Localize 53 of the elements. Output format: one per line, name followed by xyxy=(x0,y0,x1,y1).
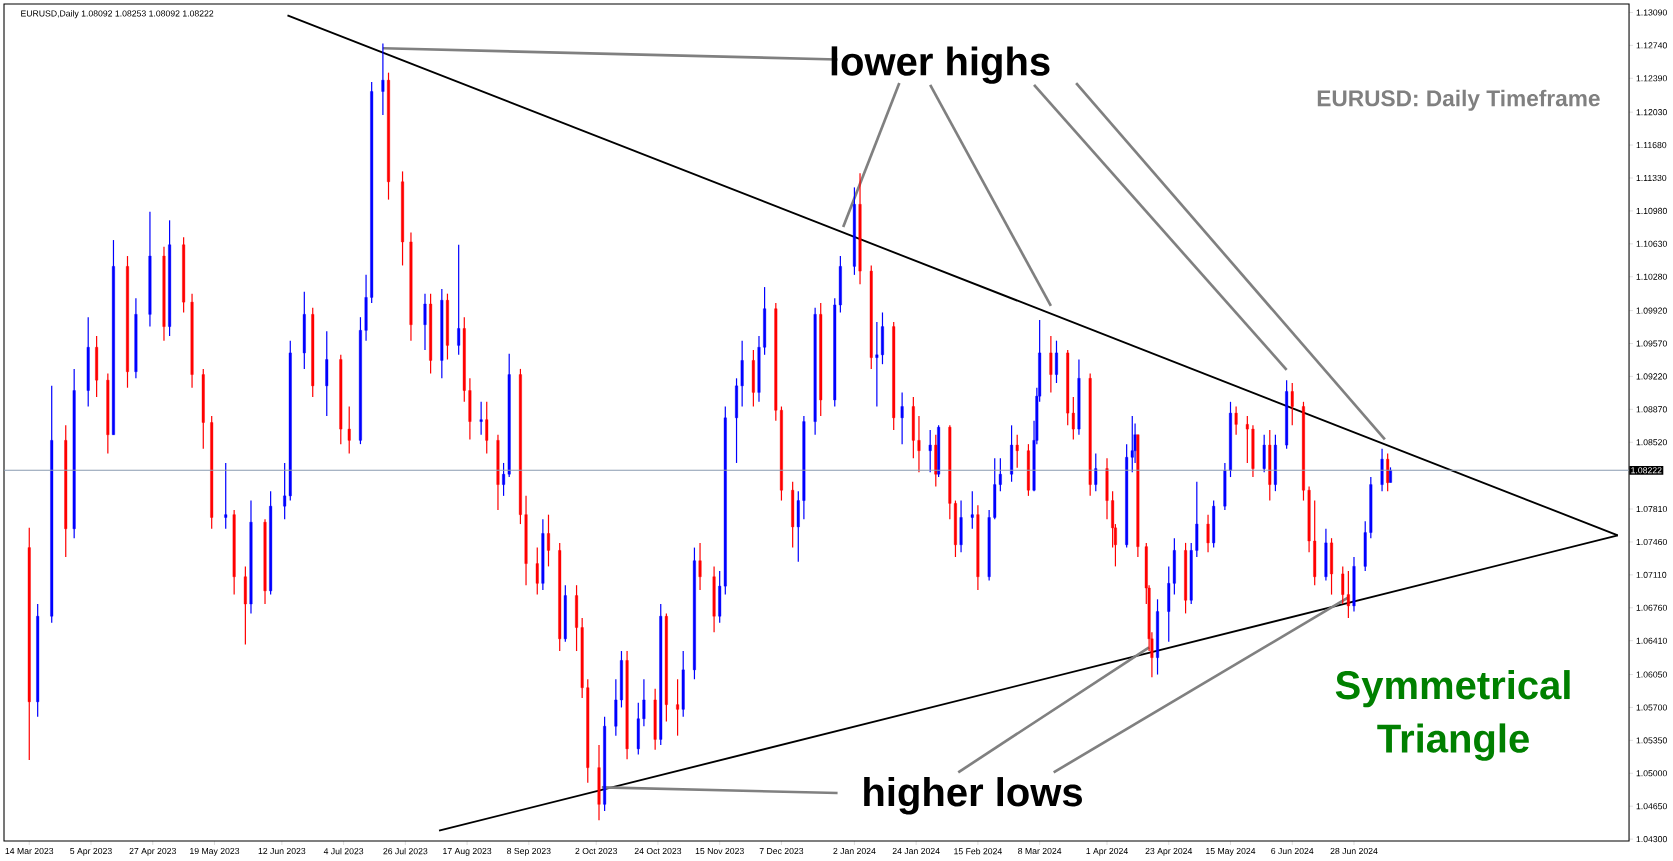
y-tick-label: 1.10980 xyxy=(1636,207,1667,214)
y-tick-label: 1.08870 xyxy=(1636,406,1667,413)
text: EURUSD,Daily 1.08092 1.08253 1.08092 1.08222 xyxy=(21,10,214,19)
x-tick-label: 17 Aug 2023 xyxy=(443,847,492,856)
x-tick-label: 5 Apr 2023 xyxy=(70,847,112,856)
x-tick-label: 24 Oct 2023 xyxy=(634,847,682,855)
annotation: lower highs xyxy=(831,46,1050,84)
y-tick-label: 1.05350 xyxy=(1636,737,1667,744)
y-tick-label: 1.06760 xyxy=(1636,604,1667,611)
y-tick-label: 1.11680 xyxy=(1636,142,1667,149)
annotation: higher lows xyxy=(864,777,1082,815)
y-tick-label: 1.05700 xyxy=(1636,704,1667,711)
y-tick-label: 1.13090 xyxy=(1636,9,1667,16)
x-tick-label: 24 Jan 2024 xyxy=(892,847,940,855)
x-tick-label: 8 Sep 2023 xyxy=(507,847,551,856)
x-tick-label: 7 Dec 2023 xyxy=(759,847,804,855)
x-tick-label: 4 Jul 2023 xyxy=(323,847,364,855)
annotation: Symmetrical Triangle xyxy=(1335,670,1570,761)
y-tick-label: 1.09220 xyxy=(1636,373,1667,380)
y-tick-label: 1.08520 xyxy=(1636,439,1667,446)
y-tick-label: 1.07810 xyxy=(1636,505,1667,513)
x-tick-label: 19 May 2023 xyxy=(190,847,240,856)
x-tick-label: 12 Jun 2023 xyxy=(258,847,306,855)
y-tick-label: 1.09570 xyxy=(1636,340,1667,347)
x-tick-label: 1 Apr 2024 xyxy=(1086,847,1128,856)
x-tick-label: 15 May 2024 xyxy=(1206,847,1256,856)
y-tick-label: 1.12390 xyxy=(1636,75,1667,82)
ref-line-label: 1.08222 xyxy=(1631,467,1662,474)
y-tick-label: 1.06050 xyxy=(1636,671,1667,678)
y-tick-label: 1.10630 xyxy=(1636,240,1667,247)
y-tick-label: 1.09920 xyxy=(1636,307,1667,314)
x-tick-label: 26 Jul 2023 xyxy=(383,847,428,855)
y-tick-label: 1.04300 xyxy=(1636,836,1667,843)
x-tick-label: 2 Oct 2023 xyxy=(575,847,618,855)
y-tick-label: 1.12740 xyxy=(1636,42,1667,49)
x-tick-label: 23 Apr 2024 xyxy=(1145,847,1193,856)
x-tick-label: 14 Mar 2023 xyxy=(5,847,54,855)
x-tick-label: 28 Jun 2024 xyxy=(1330,847,1378,855)
y-tick-label: 1.04650 xyxy=(1636,803,1667,810)
y-tick-label: 1.07110 xyxy=(1636,571,1667,578)
y-tick-label: 1.10280 xyxy=(1636,273,1667,280)
x-tick-label: 6 Jun 2024 xyxy=(1271,847,1314,855)
y-tick-label: 1.05000 xyxy=(1636,770,1667,777)
y-tick-label: 1.12030 xyxy=(1636,109,1667,116)
x-tick-label: 15 Feb 2024 xyxy=(954,847,1002,855)
x-tick-label: 8 Mar 2024 xyxy=(1018,847,1062,855)
x-tick-label: 15 Nov 2023 xyxy=(695,847,744,855)
y-tick-label: 1.11330 xyxy=(1636,174,1667,182)
y-tick-label: 1.06410 xyxy=(1636,637,1667,644)
y-tick-label: 1.07460 xyxy=(1636,538,1667,546)
annotation: EURUSD: Daily Timeframe xyxy=(1317,89,1600,111)
x-tick-label: 27 Apr 2023 xyxy=(129,847,176,856)
x-tick-label: 2 Jan 2024 xyxy=(833,847,876,855)
